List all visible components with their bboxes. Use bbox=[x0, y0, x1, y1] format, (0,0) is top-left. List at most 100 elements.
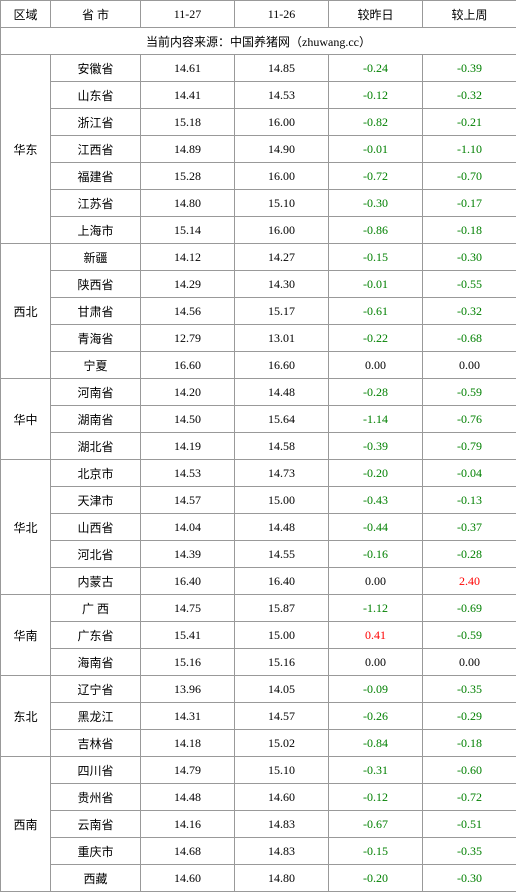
table-row: 福建省15.2816.00-0.72-0.70 bbox=[1, 163, 516, 190]
diff-day-cell: -0.44 bbox=[329, 514, 423, 541]
province-cell: 安徽省 bbox=[51, 55, 141, 82]
table-row: 湖北省14.1914.58-0.39-0.79 bbox=[1, 433, 516, 460]
diff-week-cell: 0.00 bbox=[423, 649, 516, 676]
value-date1: 14.79 bbox=[141, 757, 235, 784]
value-date2: 15.00 bbox=[235, 487, 329, 514]
diff-week-cell: -0.72 bbox=[423, 784, 516, 811]
diff-day-cell: -0.12 bbox=[329, 784, 423, 811]
diff-day-cell: 0.00 bbox=[329, 352, 423, 379]
value-date2: 14.90 bbox=[235, 136, 329, 163]
diff-day-cell: -0.26 bbox=[329, 703, 423, 730]
diff-week-cell: -0.30 bbox=[423, 865, 516, 892]
province-cell: 湖北省 bbox=[51, 433, 141, 460]
diff-day-cell: 0.00 bbox=[329, 568, 423, 595]
diff-day-cell: -0.43 bbox=[329, 487, 423, 514]
diff-week-cell: -0.59 bbox=[423, 379, 516, 406]
diff-day-cell: -0.28 bbox=[329, 379, 423, 406]
province-cell: 贵州省 bbox=[51, 784, 141, 811]
header-date1: 11-27 bbox=[141, 1, 235, 28]
diff-week-cell: -0.69 bbox=[423, 595, 516, 622]
diff-day-cell: -0.15 bbox=[329, 838, 423, 865]
value-date1: 15.28 bbox=[141, 163, 235, 190]
province-cell: 广东省 bbox=[51, 622, 141, 649]
table-row: 贵州省14.4814.60-0.12-0.72 bbox=[1, 784, 516, 811]
diff-week-cell: -0.18 bbox=[423, 730, 516, 757]
value-date1: 14.12 bbox=[141, 244, 235, 271]
table-row: 天津市14.5715.00-0.43-0.13 bbox=[1, 487, 516, 514]
diff-week-cell: -0.39 bbox=[423, 55, 516, 82]
table-row: 山东省14.4114.53-0.12-0.32 bbox=[1, 82, 516, 109]
diff-day-cell: -0.86 bbox=[329, 217, 423, 244]
table-row: 江苏省14.8015.10-0.30-0.17 bbox=[1, 190, 516, 217]
table-row: 重庆市14.6814.83-0.15-0.35 bbox=[1, 838, 516, 865]
province-cell: 福建省 bbox=[51, 163, 141, 190]
value-date1: 14.75 bbox=[141, 595, 235, 622]
value-date1: 12.79 bbox=[141, 325, 235, 352]
diff-week-cell: -0.32 bbox=[423, 298, 516, 325]
value-date1: 14.61 bbox=[141, 55, 235, 82]
province-cell: 天津市 bbox=[51, 487, 141, 514]
table-row: 华东安徽省14.6114.85-0.24-0.39 bbox=[1, 55, 516, 82]
header-province: 省 市 bbox=[51, 1, 141, 28]
value-date2: 14.48 bbox=[235, 379, 329, 406]
diff-day-cell: -0.84 bbox=[329, 730, 423, 757]
diff-week-cell: -0.60 bbox=[423, 757, 516, 784]
value-date2: 14.55 bbox=[235, 541, 329, 568]
value-date1: 14.80 bbox=[141, 190, 235, 217]
province-cell: 河北省 bbox=[51, 541, 141, 568]
value-date2: 15.02 bbox=[235, 730, 329, 757]
diff-week-cell: -0.79 bbox=[423, 433, 516, 460]
diff-day-cell: -0.31 bbox=[329, 757, 423, 784]
diff-week-cell: 0.00 bbox=[423, 352, 516, 379]
region-cell: 东北 bbox=[1, 676, 51, 757]
province-cell: 甘肃省 bbox=[51, 298, 141, 325]
diff-week-cell: 2.40 bbox=[423, 568, 516, 595]
header-diff-week: 较上周 bbox=[423, 1, 516, 28]
value-date1: 16.60 bbox=[141, 352, 235, 379]
source-text: 当前内容来源：中国养猪网（zhuwang.cc） bbox=[1, 28, 516, 55]
diff-week-cell: -0.29 bbox=[423, 703, 516, 730]
table-row: 海南省15.1615.160.000.00 bbox=[1, 649, 516, 676]
value-date1: 14.29 bbox=[141, 271, 235, 298]
diff-week-cell: -0.70 bbox=[423, 163, 516, 190]
diff-day-cell: -0.20 bbox=[329, 865, 423, 892]
province-cell: 内蒙古 bbox=[51, 568, 141, 595]
value-date2: 13.01 bbox=[235, 325, 329, 352]
diff-day-cell: -0.24 bbox=[329, 55, 423, 82]
value-date2: 14.83 bbox=[235, 838, 329, 865]
diff-day-cell: 0.41 bbox=[329, 622, 423, 649]
value-date1: 14.56 bbox=[141, 298, 235, 325]
province-cell: 宁夏 bbox=[51, 352, 141, 379]
value-date1: 15.41 bbox=[141, 622, 235, 649]
table-row: 江西省14.8914.90-0.01-1.10 bbox=[1, 136, 516, 163]
diff-week-cell: -0.28 bbox=[423, 541, 516, 568]
diff-week-cell: -0.35 bbox=[423, 676, 516, 703]
table-row: 山西省14.0414.48-0.44-0.37 bbox=[1, 514, 516, 541]
diff-day-cell: -0.22 bbox=[329, 325, 423, 352]
value-date1: 14.41 bbox=[141, 82, 235, 109]
value-date1: 14.89 bbox=[141, 136, 235, 163]
region-cell: 西南 bbox=[1, 757, 51, 892]
province-cell: 黑龙江 bbox=[51, 703, 141, 730]
diff-day-cell: -0.12 bbox=[329, 82, 423, 109]
value-date2: 15.10 bbox=[235, 190, 329, 217]
value-date2: 14.05 bbox=[235, 676, 329, 703]
province-cell: 山西省 bbox=[51, 514, 141, 541]
diff-week-cell: -0.17 bbox=[423, 190, 516, 217]
diff-week-cell: -0.13 bbox=[423, 487, 516, 514]
value-date2: 15.17 bbox=[235, 298, 329, 325]
diff-day-cell: -0.15 bbox=[329, 244, 423, 271]
table-row: 上海市15.1416.00-0.86-0.18 bbox=[1, 217, 516, 244]
table-row: 黑龙江14.3114.57-0.26-0.29 bbox=[1, 703, 516, 730]
diff-day-cell: -0.67 bbox=[329, 811, 423, 838]
header-region: 区域 bbox=[1, 1, 51, 28]
value-date1: 14.50 bbox=[141, 406, 235, 433]
value-date2: 15.10 bbox=[235, 757, 329, 784]
region-cell: 西北 bbox=[1, 244, 51, 379]
table-row: 华中河南省14.2014.48-0.28-0.59 bbox=[1, 379, 516, 406]
province-cell: 陕西省 bbox=[51, 271, 141, 298]
region-cell: 华中 bbox=[1, 379, 51, 460]
value-date1: 14.20 bbox=[141, 379, 235, 406]
value-date1: 14.04 bbox=[141, 514, 235, 541]
table-row: 东北辽宁省13.9614.05-0.09-0.35 bbox=[1, 676, 516, 703]
